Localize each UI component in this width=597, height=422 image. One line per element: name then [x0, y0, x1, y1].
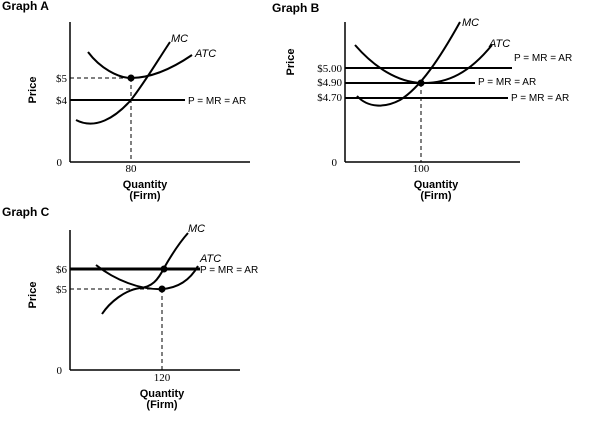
- graph-b-origin: 0: [332, 157, 338, 169]
- graph-b-price-line-500-label: P = MR = AR: [514, 53, 572, 64]
- graph-a-atc-label: ATC: [194, 48, 216, 60]
- graph-c-ytick-5: $5: [56, 284, 68, 296]
- graph-c-atc-min-point: [158, 285, 166, 293]
- graph-a-mc-label: MC: [171, 33, 188, 45]
- graph-a-ytick-4: $4: [56, 95, 68, 107]
- graph-b-ytick-470: $4.70: [317, 92, 342, 104]
- graph-c-equilibrium-point: [160, 265, 168, 273]
- graph-b-price-line-470-label: P = MR = AR: [511, 93, 569, 104]
- graph-a-atc-curve: [87, 51, 193, 80]
- graph-c-origin: 0: [57, 365, 63, 377]
- graph-b: Graph B Price 0 $5.00 $4.90 $4.70 100 Qu…: [272, 1, 572, 202]
- graph-a-xtick-80: 80: [126, 163, 138, 175]
- graph-a-x-axis-sublabel: (Firm): [129, 190, 161, 202]
- graph-b-title: Graph B: [272, 1, 320, 15]
- graph-a: Graph A Price 0 $5 $4 80 Quantity (Firm)…: [2, 0, 250, 202]
- graph-c: Graph C Price 0 $6 $5 120 Quantity (Firm…: [2, 205, 258, 411]
- graph-b-x-axis-sublabel: (Firm): [420, 190, 452, 202]
- graph-b-price-line-490-label: P = MR = AR: [478, 77, 536, 88]
- graph-b-mc-label: MC: [462, 17, 479, 29]
- graph-b-xtick-100: 100: [413, 163, 430, 175]
- graph-c-mc-curve: [101, 232, 189, 315]
- graph-c-title: Graph C: [2, 205, 50, 219]
- graph-c-y-axis-label: Price: [27, 282, 39, 309]
- graph-c-atc-label: ATC: [199, 253, 221, 265]
- graph-c-x-axis-label: Quantity: [140, 388, 185, 400]
- graph-a-price-line-label: P = MR = AR: [188, 96, 246, 107]
- graph-c-xtick-120: 120: [154, 372, 171, 384]
- graph-b-atc-label: ATC: [488, 38, 510, 50]
- graph-a-x-axis-label: Quantity: [123, 179, 168, 191]
- graph-b-ytick-490: $4.90: [317, 77, 342, 89]
- graph-a-mc-curve: [75, 41, 171, 125]
- graph-c-mc-label: MC: [188, 223, 205, 235]
- graph-b-mc-curve: [356, 21, 461, 107]
- graph-c-price-line-label: P = MR = AR: [200, 265, 258, 276]
- graph-b-x-axis-label: Quantity: [414, 179, 459, 191]
- graph-a-equilibrium-point: [127, 74, 135, 82]
- graph-b-ytick-500: $5.00: [317, 63, 342, 75]
- graph-c-ytick-6: $6: [56, 264, 68, 276]
- graph-a-origin: 0: [57, 157, 63, 169]
- graph-a-ytick-5: $5: [56, 73, 68, 85]
- graph-b-equilibrium-point: [417, 79, 425, 87]
- graph-c-x-axis-sublabel: (Firm): [146, 399, 178, 411]
- graph-b-y-axis-label: Price: [285, 49, 297, 76]
- graph-a-title: Graph A: [2, 0, 49, 13]
- graph-a-y-axis-label: Price: [27, 77, 39, 104]
